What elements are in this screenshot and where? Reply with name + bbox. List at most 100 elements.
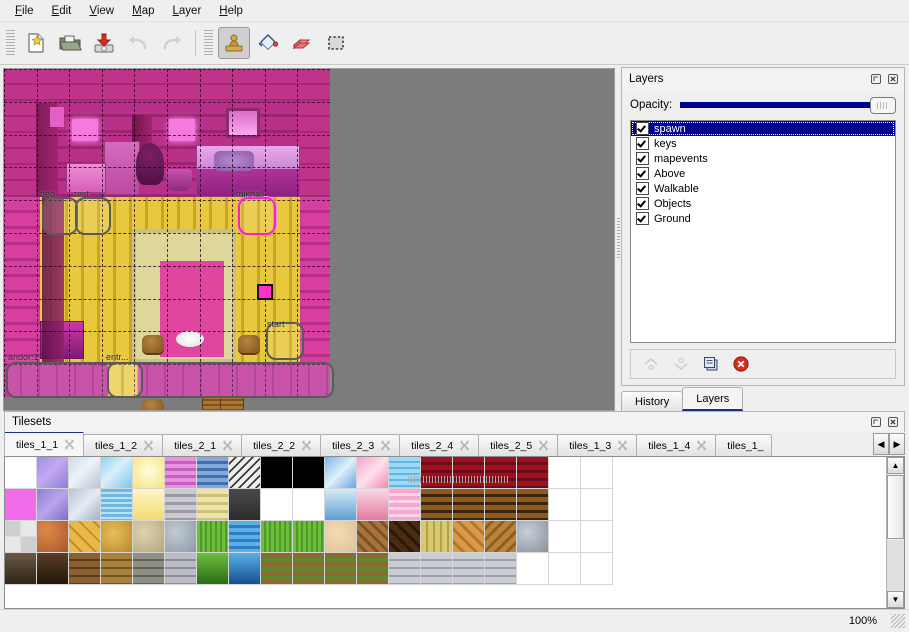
- tab-scroll-prev-icon[interactable]: ◀: [873, 433, 889, 455]
- layer-visibility-checkbox[interactable]: [636, 122, 649, 135]
- tile-cell[interactable]: [581, 457, 613, 489]
- vertical-splitter[interactable]: [616, 65, 621, 411]
- tile-cell[interactable]: [293, 457, 325, 489]
- tileset-tab[interactable]: tiles_2_3: [320, 434, 401, 456]
- layer-visibility-checkbox[interactable]: [636, 152, 649, 165]
- resize-grip[interactable]: [891, 614, 905, 628]
- tile-cell[interactable]: [229, 457, 261, 489]
- close-tileset-icon[interactable]: [617, 440, 628, 451]
- float-window-icon[interactable]: [869, 72, 883, 86]
- tab-history[interactable]: History: [621, 391, 684, 411]
- close-tileset-icon[interactable]: [301, 440, 312, 451]
- toolbar-grip-file[interactable]: [6, 30, 15, 56]
- tile-cell[interactable]: [389, 457, 421, 489]
- map-region[interactable]: [6, 362, 334, 398]
- map-region[interactable]: [75, 197, 111, 235]
- tile-cell[interactable]: [389, 489, 421, 521]
- delete-layer-icon[interactable]: [729, 353, 753, 375]
- map-region[interactable]: [42, 197, 78, 235]
- new-map-icon[interactable]: [20, 27, 52, 59]
- tile-cell[interactable]: [549, 553, 581, 585]
- tile-cell[interactable]: [581, 489, 613, 521]
- duplicate-layer-icon[interactable]: [699, 353, 723, 375]
- tile-cell[interactable]: [5, 521, 37, 553]
- tile-cell[interactable]: [261, 553, 293, 585]
- tile-cell[interactable]: [165, 521, 197, 553]
- close-icon[interactable]: [886, 72, 900, 86]
- close-tileset-icon[interactable]: [143, 440, 154, 451]
- tileset-tab[interactable]: tiles_2_1: [162, 434, 243, 456]
- map-region[interactable]: [238, 197, 276, 235]
- opacity-knob[interactable]: [870, 96, 896, 114]
- rectangular-select-icon[interactable]: [320, 27, 352, 59]
- tileset-tab[interactable]: tiles_1_1: [4, 432, 85, 456]
- map-canvas[interactable]: bed rest mikhail start andor:1 entr...: [3, 68, 615, 411]
- tile-cell[interactable]: [197, 553, 229, 585]
- tile-cell[interactable]: [325, 553, 357, 585]
- tile-cell[interactable]: [549, 457, 581, 489]
- tile-cell[interactable]: [133, 489, 165, 521]
- tile-cell[interactable]: [485, 457, 517, 489]
- layer-list[interactable]: spawn keys mapevents Above Walkable Objects Gr…: [630, 120, 896, 343]
- tile-cell[interactable]: [229, 553, 261, 585]
- scroll-thumb[interactable]: [887, 475, 904, 539]
- close-tileset-icon[interactable]: [459, 440, 470, 451]
- tile-cell[interactable]: [197, 521, 229, 553]
- tile-cell[interactable]: [517, 457, 549, 489]
- tile-cell[interactable]: [453, 553, 485, 585]
- tile-cell[interactable]: [389, 521, 421, 553]
- tile-cell[interactable]: [133, 553, 165, 585]
- tile-cell[interactable]: [165, 553, 197, 585]
- layer-row[interactable]: mapevents: [631, 151, 895, 166]
- tile-cell[interactable]: [421, 457, 453, 489]
- opacity-slider[interactable]: [680, 96, 896, 114]
- tile-cell[interactable]: [453, 521, 485, 553]
- tile-cell[interactable]: [69, 521, 101, 553]
- tile-cell[interactable]: [549, 489, 581, 521]
- tile-cell[interactable]: [453, 489, 485, 521]
- tile-cell[interactable]: [453, 457, 485, 489]
- layer-row[interactable]: Ground: [631, 211, 895, 226]
- tileset-tab[interactable]: tiles_1_3: [557, 434, 638, 456]
- tile-cell[interactable]: [421, 553, 453, 585]
- tile-cell[interactable]: [165, 489, 197, 521]
- close-tileset-icon[interactable]: [222, 440, 233, 451]
- tileset-scrollbar[interactable]: ▲ ▼: [886, 457, 904, 608]
- layer-row[interactable]: keys: [631, 136, 895, 151]
- tile-cell[interactable]: [197, 489, 229, 521]
- save-icon[interactable]: [88, 27, 120, 59]
- tile-cell[interactable]: [101, 457, 133, 489]
- tile-cell[interactable]: [581, 553, 613, 585]
- tileset-tab[interactable]: tiles_1_4: [636, 434, 717, 456]
- tile-cell[interactable]: [325, 489, 357, 521]
- layer-visibility-checkbox[interactable]: [636, 167, 649, 180]
- tile-cell[interactable]: [325, 457, 357, 489]
- tileset-tab[interactable]: tiles_2_2: [241, 434, 322, 456]
- tile-cell[interactable]: [485, 553, 517, 585]
- tile-cell[interactable]: [101, 553, 133, 585]
- tileset-tab[interactable]: tiles_2_4: [399, 434, 480, 456]
- tile-cell[interactable]: [261, 457, 293, 489]
- toolbar-grip-tools[interactable]: [204, 30, 213, 56]
- layer-visibility-checkbox[interactable]: [636, 137, 649, 150]
- tile-cell[interactable]: [357, 521, 389, 553]
- close-tileset-icon[interactable]: [64, 439, 75, 450]
- tile-cell[interactable]: [165, 457, 197, 489]
- tile-cell[interactable]: [5, 489, 37, 521]
- tile-cell[interactable]: [485, 521, 517, 553]
- layer-row[interactable]: Walkable: [631, 181, 895, 196]
- tile-cell[interactable]: [37, 489, 69, 521]
- tile-cell[interactable]: [133, 457, 165, 489]
- close-icon[interactable]: [886, 415, 900, 429]
- layer-row[interactable]: spawn: [631, 121, 895, 136]
- tile-cell[interactable]: [101, 521, 133, 553]
- tileset-tab[interactable]: tiles_1_: [715, 434, 773, 456]
- menu-map[interactable]: Map: [132, 4, 155, 17]
- tile-cell[interactable]: [549, 521, 581, 553]
- map-region[interactable]: [107, 362, 143, 398]
- layer-row[interactable]: Objects: [631, 196, 895, 211]
- tile-cell[interactable]: [421, 521, 453, 553]
- tile-cell[interactable]: [133, 521, 165, 553]
- tile-cell[interactable]: [357, 457, 389, 489]
- tile-cell[interactable]: [37, 553, 69, 585]
